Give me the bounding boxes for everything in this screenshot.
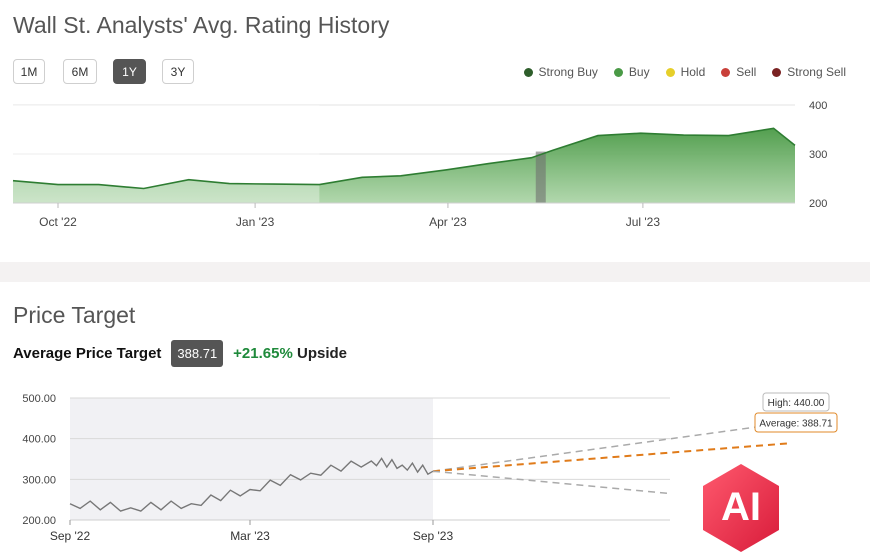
legend-hold[interactable]: Hold — [665, 65, 706, 79]
rating-history-card — [0, 0, 870, 262]
legend-label: Strong Sell — [787, 65, 846, 79]
x-tick-label: Jan '23 — [236, 215, 275, 229]
legend-strong-buy[interactable]: Strong Buy — [523, 65, 598, 79]
price-target-chart: 200.00 300.00 400.00 500.00 Sep '22 Mar '23 Se… — [22, 392, 838, 543]
range-3y-button[interactable]: 3Y — [162, 59, 194, 84]
history-background — [70, 398, 433, 520]
legend-label: Sell — [736, 65, 757, 79]
legend-strong-sell[interactable]: Strong Sell — [772, 65, 846, 79]
legend-dot-icon — [613, 67, 623, 77]
range-6m-button[interactable]: 6M — [63, 59, 97, 84]
upside-text: +21.65% Upside — [233, 345, 347, 362]
rating-history-chart: 200 300 400 Oct '22 Jan '23 Apr '23 Jul '23 — [12, 100, 827, 229]
price-line — [69, 457, 434, 512]
rating-legend: Strong Buy Buy Hold Sell Strong Sell — [523, 65, 846, 79]
x-tick-label: Sep '22 — [50, 529, 91, 543]
average-tooltip — [754, 412, 838, 433]
x-tick-label: Mar '23 — [230, 529, 270, 543]
legend-dot-icon — [772, 67, 782, 77]
high-projection-line — [432, 421, 791, 472]
upside-percent: +21.65% — [233, 345, 293, 362]
upside-word: Upside — [296, 345, 347, 362]
svg-text:AI: AI — [721, 485, 761, 529]
y-tick-label: 400.00 — [22, 434, 56, 446]
x-tick-label: Jul '23 — [626, 215, 661, 229]
high-tooltip-label: High: 440.00 — [768, 398, 825, 409]
avg-price-target-label: Average Price Target — [13, 345, 162, 362]
y-tick-label: 200 — [809, 198, 827, 210]
legend-dot-icon — [523, 67, 533, 77]
y-tick-label: 400 — [809, 100, 827, 112]
strong-buy-band — [535, 151, 546, 203]
average-price-target-row: Average Price Target 388.71 +21.65% Upsi… — [13, 340, 347, 367]
legend-buy[interactable]: Buy — [613, 65, 650, 79]
legend-label: Strong Buy — [538, 65, 598, 79]
legend-label: Hold — [680, 65, 706, 79]
legend-dot-icon — [721, 67, 731, 77]
high-tooltip — [762, 392, 830, 412]
history-band — [13, 105, 320, 203]
x-tick-label: Oct '22 — [39, 215, 77, 229]
average-tooltip-label: Average: 388.71 — [759, 419, 833, 430]
price-target-title: Price Target — [13, 302, 136, 328]
legend-label: Buy — [628, 65, 650, 79]
low-projection-line — [432, 470, 671, 495]
range-1y-button[interactable]: 1Y — [113, 59, 146, 84]
y-tick-label: 300.00 — [22, 474, 56, 486]
ai-logo-icon: AI — [703, 464, 779, 552]
x-tick-label: Apr '23 — [429, 215, 467, 229]
avg-price-target-badge: 388.71 — [171, 340, 224, 367]
rating-history-title: Wall St. Analysts' Avg. Rating History — [13, 12, 390, 38]
y-tick-label: 300 — [809, 149, 827, 161]
y-tick-label: 500.00 — [22, 393, 56, 405]
rating-line — [12, 127, 796, 190]
legend-dot-icon — [665, 67, 675, 77]
x-tick-label: Sep '23 — [413, 529, 454, 543]
y-tick-label: 200.00 — [22, 515, 56, 527]
legend-sell[interactable]: Sell — [721, 65, 756, 79]
range-1m-button[interactable]: 1M — [13, 59, 45, 84]
buy-area — [13, 128, 795, 203]
